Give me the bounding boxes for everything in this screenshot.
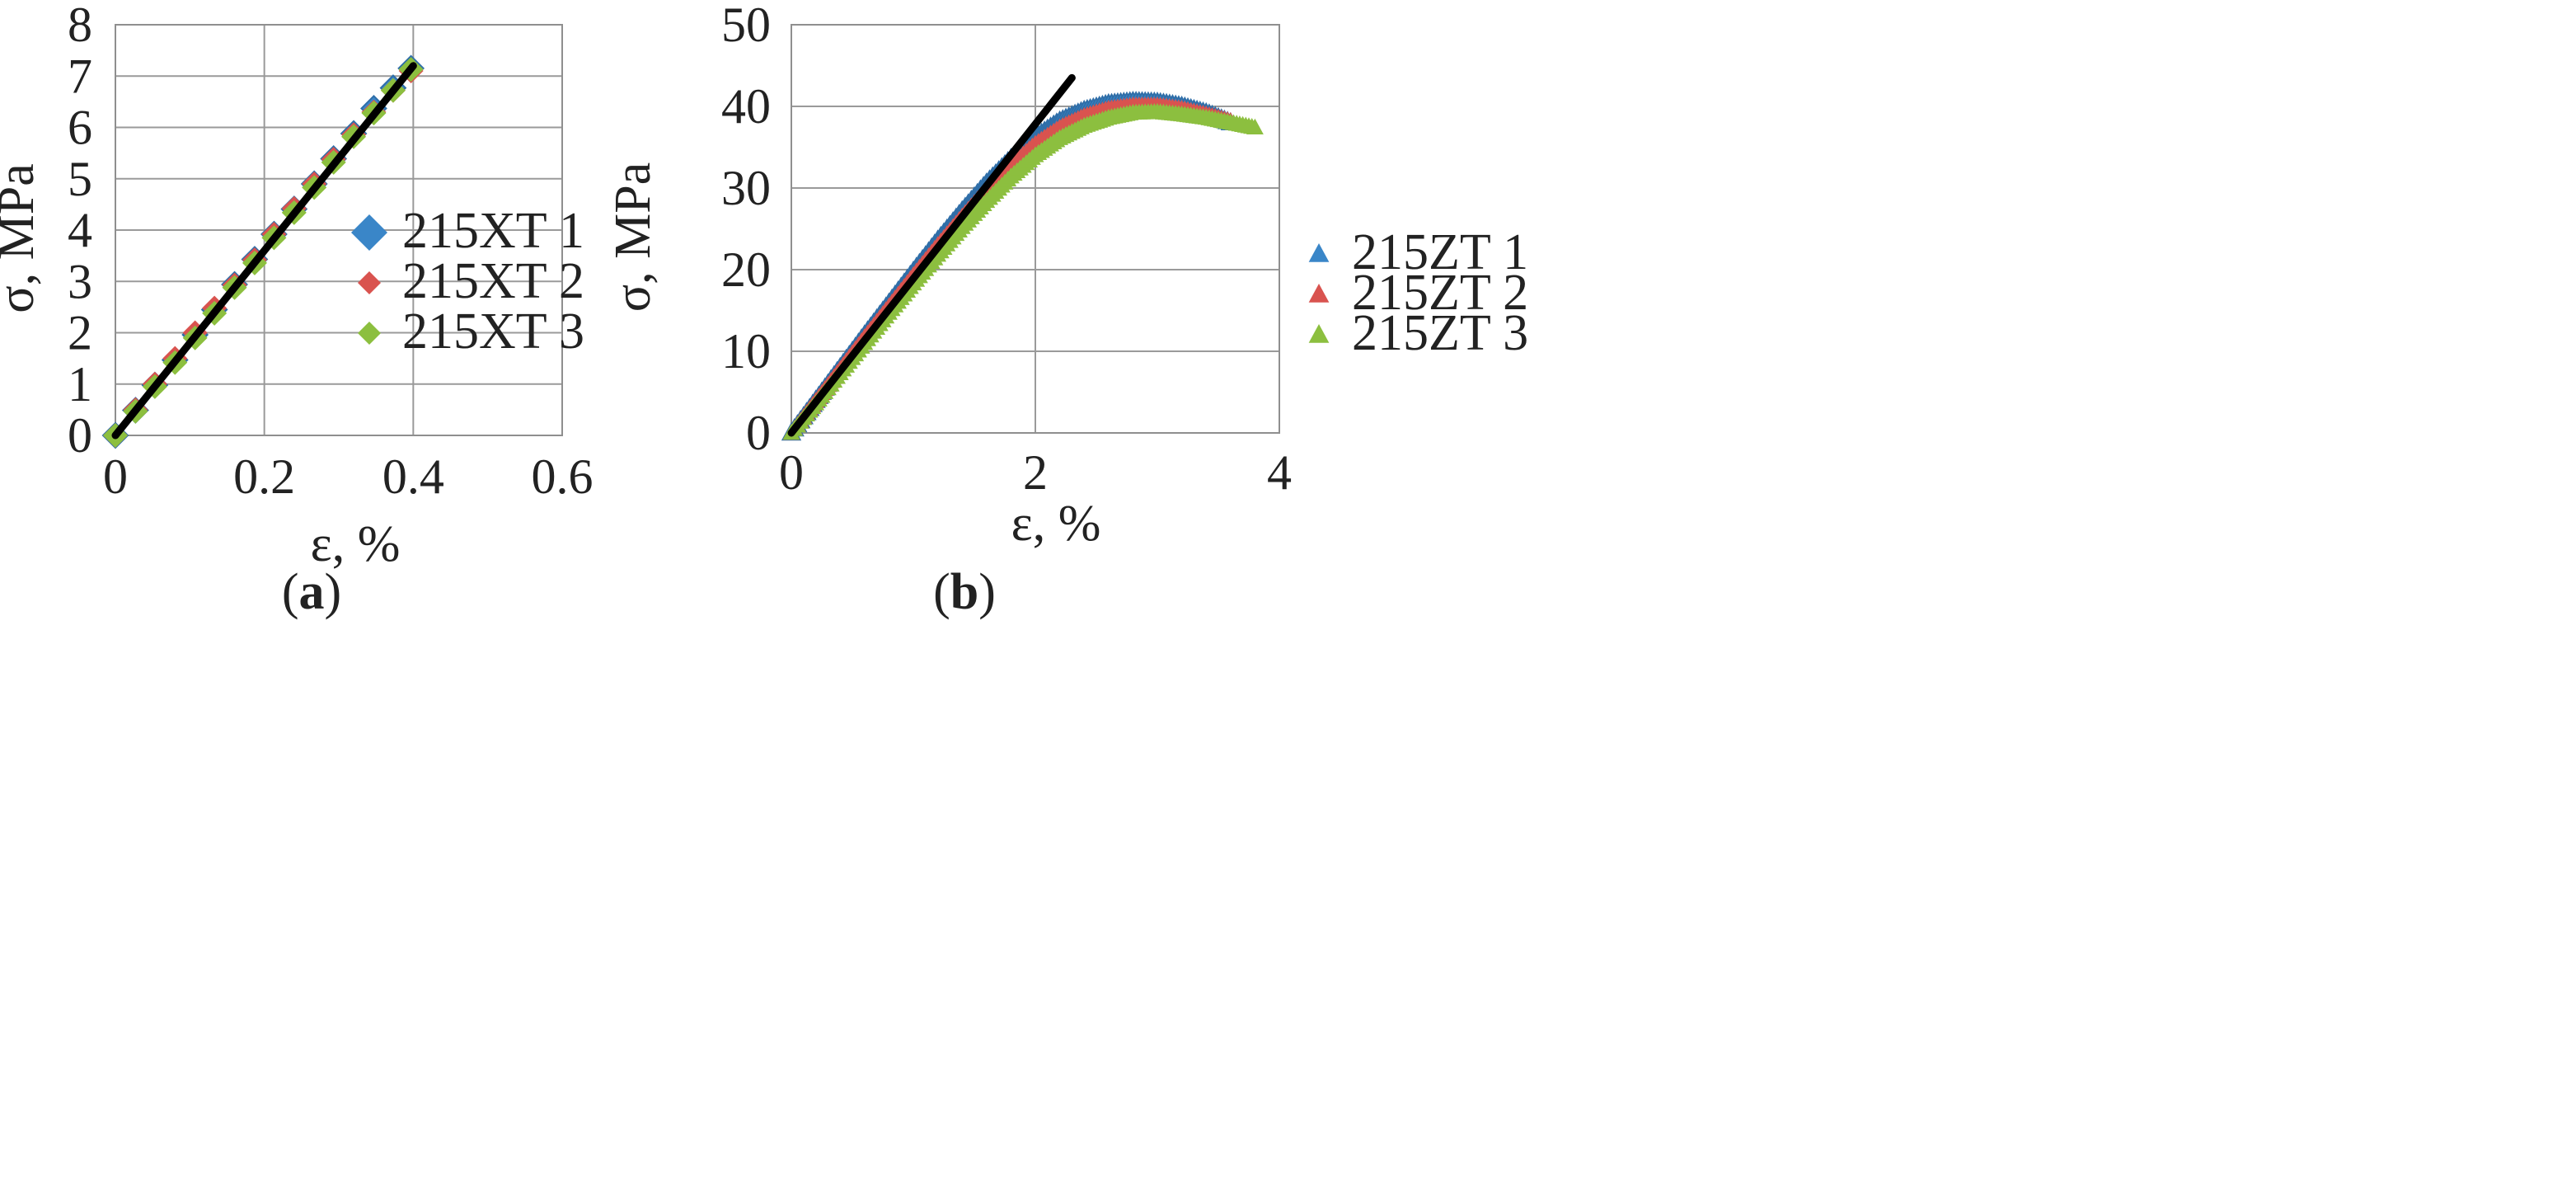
panel-a-x-axis-label: ε, % xyxy=(311,516,401,572)
panel-b-y-axis-label: σ, MPa xyxy=(605,162,661,313)
legend-label-215xt-1: 215XT 1 xyxy=(402,203,584,259)
x-tick-label: 0.6 xyxy=(532,449,594,504)
panel-b-x-axis-label: ε, % xyxy=(1011,496,1101,552)
y-tick-label: 50 xyxy=(721,0,771,52)
y-tick-label: 10 xyxy=(721,324,771,379)
y-tick-label: 40 xyxy=(721,79,771,134)
y-tick-label: 8 xyxy=(68,0,92,52)
y-tick-label: 30 xyxy=(721,161,771,215)
legend-marker-215xt-2 xyxy=(358,271,381,294)
panel-a-caption: (a) xyxy=(282,564,341,620)
x-tick-label: 2 xyxy=(1023,445,1048,500)
panel-b-plot-area xyxy=(791,24,1280,434)
y-tick-label: 5 xyxy=(68,152,92,206)
panel-b-fit-line xyxy=(787,73,1076,437)
x-tick-label: 0.4 xyxy=(382,449,444,504)
legend-label-215xt-3: 215XT 3 xyxy=(402,303,584,360)
x-tick-label: 0.2 xyxy=(233,449,295,504)
y-tick-label: 0 xyxy=(68,408,92,463)
y-tick-label: 1 xyxy=(68,357,92,411)
legend-label-215zt-3: 215ZT 3 xyxy=(1352,305,1528,361)
panel-a-y-axis-label: σ, MPa xyxy=(0,163,45,313)
legend-label-215xt-2: 215XT 2 xyxy=(402,253,584,309)
panel-b-x-ticks: 0 2 4 xyxy=(779,445,1292,500)
y-tick-label: 2 xyxy=(68,306,92,360)
y-tick-label: 7 xyxy=(68,49,92,103)
legend-marker-215zt-2 xyxy=(1308,284,1330,303)
y-tick-label: 3 xyxy=(68,254,92,308)
y-tick-label: 0 xyxy=(746,406,771,460)
panel-a-x-ticks: 0 0.2 0.4 0.6 xyxy=(103,449,594,504)
legend-label-215zt-1: 215ZT 1 xyxy=(1352,224,1528,280)
x-tick-label: 4 xyxy=(1267,445,1292,500)
panel-b-caption: (b) xyxy=(933,564,996,620)
legend-marker-215xt-3 xyxy=(358,322,381,345)
y-tick-label: 6 xyxy=(68,101,92,155)
legend-label-215zt-2: 215ZT 2 xyxy=(1352,265,1528,321)
x-tick-label: 0 xyxy=(103,449,128,504)
data-point-215zt-3 xyxy=(1246,118,1264,134)
legend-marker-215zt-1 xyxy=(1308,243,1330,262)
panel-a-plot-area xyxy=(115,24,563,436)
y-tick-label: 20 xyxy=(721,242,771,297)
y-tick-label: 4 xyxy=(68,203,92,257)
panel-b-grid xyxy=(791,24,1280,434)
legend-marker-215zt-3 xyxy=(1308,324,1330,343)
legend-marker-215xt-1 xyxy=(351,214,387,251)
x-tick-label: 0 xyxy=(779,445,804,500)
panel-a-fit-line xyxy=(111,62,417,440)
panel-b-y-ticks: 0 10 20 30 40 50 xyxy=(721,0,771,460)
